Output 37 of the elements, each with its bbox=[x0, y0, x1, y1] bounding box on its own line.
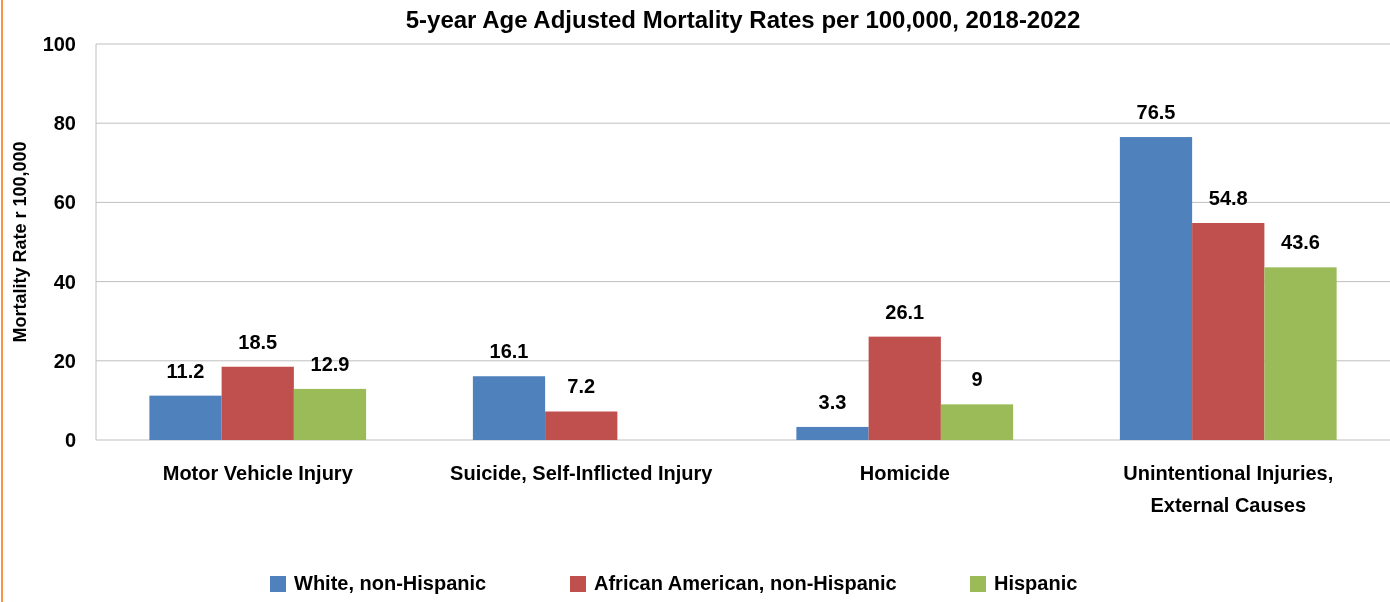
data-label: 43.6 bbox=[1281, 231, 1320, 254]
legend-label: White, non-Hispanic bbox=[294, 572, 487, 594]
data-label: 3.3 bbox=[818, 390, 847, 413]
bar bbox=[940, 404, 1014, 440]
data-label: 26.1 bbox=[885, 300, 925, 323]
y-tick-label: 0 bbox=[64, 429, 76, 451]
data-label: 7.2 bbox=[567, 375, 596, 398]
bar bbox=[1119, 137, 1193, 440]
x-tick-label: Homicide bbox=[859, 462, 950, 484]
legend-label: Hispanic bbox=[994, 572, 1078, 594]
x-tick-label: Suicide, Self-Inflicted Injury bbox=[450, 462, 714, 484]
y-tick-label: 80 bbox=[53, 112, 76, 135]
bar bbox=[868, 336, 941, 440]
bar bbox=[1264, 267, 1337, 440]
data-label: 16.1 bbox=[489, 340, 529, 363]
y-tick-label: 100 bbox=[42, 33, 76, 55]
bar bbox=[149, 395, 222, 440]
bar bbox=[293, 388, 367, 440]
data-label: 9 bbox=[971, 368, 983, 391]
bar bbox=[1192, 222, 1265, 440]
data-label: 11.2 bbox=[166, 359, 205, 382]
bar bbox=[796, 426, 869, 440]
data-label: 12.9 bbox=[310, 352, 350, 375]
y-axis-title: Mortality Rate r 100,000 bbox=[10, 141, 30, 343]
data-label: 18.5 bbox=[238, 330, 278, 353]
data-label: 76.5 bbox=[1136, 101, 1176, 124]
data-label: 54.8 bbox=[1208, 186, 1248, 209]
x-tick-label: Unintentional Injuries, External Causes bbox=[1123, 462, 1334, 516]
bar bbox=[545, 411, 618, 440]
legend-label: African American, non-Hispanic bbox=[594, 572, 897, 594]
bar bbox=[472, 376, 546, 440]
y-tick-label: 40 bbox=[53, 270, 76, 293]
y-tick-label: 20 bbox=[53, 349, 76, 372]
x-tick-label: Motor Vehicle Injury bbox=[162, 462, 354, 484]
bar bbox=[221, 366, 294, 440]
chart-title: 5-year Age Adjusted Mortality Rates per 100,000, 2018-2022 bbox=[405, 6, 1081, 33]
y-tick-label: 60 bbox=[53, 191, 76, 214]
